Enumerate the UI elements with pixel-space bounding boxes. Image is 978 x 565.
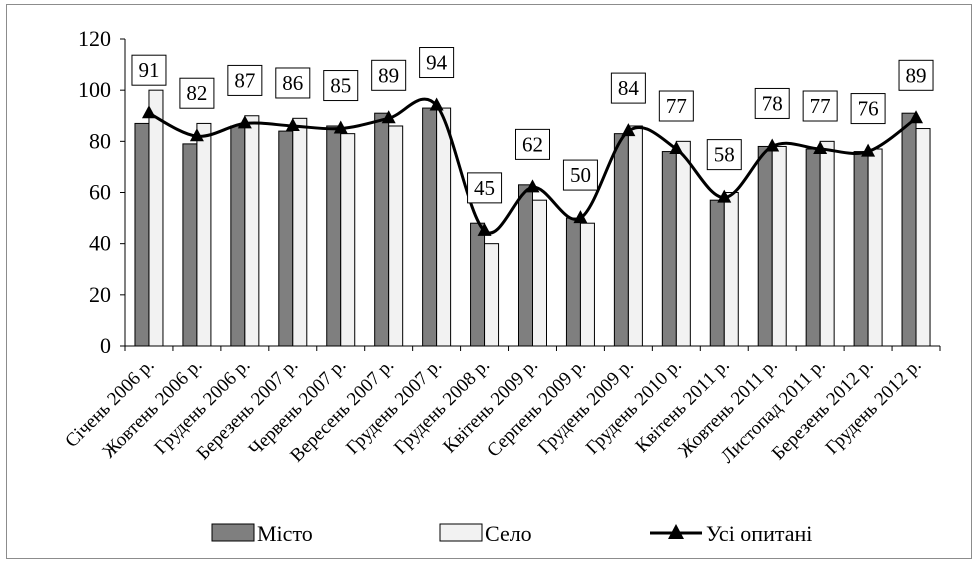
data-label-box bbox=[850, 93, 886, 125]
marker-usi-opytani bbox=[477, 222, 492, 236]
bar-misto bbox=[278, 130, 294, 347]
y-tick-label: 120 bbox=[78, 26, 111, 51]
bar-misto bbox=[470, 222, 486, 347]
data-label: 45 bbox=[474, 176, 495, 200]
legend-label-selo: Село bbox=[485, 521, 532, 546]
bar-misto bbox=[422, 107, 438, 347]
bar-selo bbox=[819, 140, 835, 347]
legend-swatch-usi-marker bbox=[668, 524, 684, 539]
data-label: 89 bbox=[906, 63, 927, 87]
bar-misto bbox=[518, 184, 533, 347]
marker-usi-opytani bbox=[381, 110, 396, 124]
bar-misto bbox=[853, 151, 869, 347]
data-label-box bbox=[275, 67, 311, 99]
data-label: 91 bbox=[138, 58, 159, 82]
bar-selo bbox=[340, 133, 356, 347]
data-label-box bbox=[467, 172, 503, 204]
data-label-box bbox=[371, 59, 407, 91]
marker-usi-opytani bbox=[141, 105, 156, 119]
y-tick-label: 60 bbox=[89, 180, 111, 205]
bar-selo bbox=[579, 222, 595, 347]
bar-selo bbox=[484, 243, 500, 347]
bar-selo bbox=[196, 122, 212, 347]
data-label-box bbox=[562, 159, 598, 191]
bar-selo bbox=[388, 125, 404, 347]
marker-usi-opytani bbox=[525, 179, 540, 193]
marker-usi-opytani bbox=[189, 128, 204, 142]
bar-selo bbox=[436, 107, 452, 347]
marker-usi-opytani bbox=[429, 97, 444, 111]
marker-usi-opytani bbox=[237, 115, 252, 129]
legend-swatch-misto bbox=[211, 523, 255, 542]
bar-selo bbox=[292, 117, 308, 347]
data-label: 86 bbox=[282, 71, 303, 95]
data-label-box bbox=[802, 90, 838, 122]
legend-swatch-selo bbox=[439, 523, 483, 542]
bar-misto bbox=[182, 143, 198, 347]
data-label-box bbox=[898, 59, 934, 91]
data-label: 62 bbox=[522, 132, 543, 156]
bar-selo bbox=[771, 145, 787, 347]
marker-usi-opytani bbox=[285, 117, 300, 131]
data-label-box bbox=[515, 128, 550, 160]
data-label: 82 bbox=[186, 81, 207, 105]
marker-usi-opytani bbox=[717, 189, 732, 203]
y-tick-label: 80 bbox=[89, 128, 111, 153]
legend-label-misto: Місто bbox=[257, 521, 313, 546]
marker-usi-opytani bbox=[573, 210, 588, 224]
y-tick-label: 40 bbox=[89, 231, 111, 256]
marker-usi-opytani bbox=[861, 143, 876, 157]
bar-misto bbox=[374, 112, 390, 347]
bar-misto bbox=[805, 148, 821, 347]
bar-misto bbox=[230, 125, 246, 347]
y-tick-label: 20 bbox=[89, 282, 111, 307]
legend-label-usi: Усі опитані bbox=[706, 521, 812, 546]
bar-misto bbox=[661, 151, 677, 347]
data-label: 76 bbox=[858, 97, 879, 121]
data-label: 58 bbox=[714, 143, 735, 167]
bar-selo bbox=[627, 125, 643, 347]
data-label: 78 bbox=[762, 91, 783, 115]
data-label: 50 bbox=[570, 163, 591, 187]
data-label: 77 bbox=[666, 94, 687, 118]
data-label: 85 bbox=[330, 74, 351, 98]
y-tick-label: 100 bbox=[78, 77, 111, 102]
data-label-box bbox=[610, 72, 646, 104]
data-label-box bbox=[323, 70, 359, 102]
data-label-box bbox=[658, 90, 694, 122]
bar-misto bbox=[709, 199, 725, 347]
data-label-box bbox=[227, 64, 263, 96]
marker-usi-opytani bbox=[765, 138, 780, 152]
bar-misto bbox=[901, 112, 917, 347]
data-label: 89 bbox=[378, 63, 399, 87]
bar-misto bbox=[326, 125, 342, 347]
bar-selo bbox=[532, 199, 547, 347]
bar-selo bbox=[723, 192, 739, 347]
marker-usi-opytani bbox=[813, 141, 828, 155]
marker-usi-opytani bbox=[333, 120, 348, 134]
bar-selo bbox=[867, 148, 883, 347]
data-label: 84 bbox=[618, 76, 640, 100]
bar-misto bbox=[757, 145, 773, 347]
marker-usi-opytani bbox=[621, 123, 636, 137]
marker-usi-opytani bbox=[909, 110, 924, 124]
bar-selo bbox=[915, 128, 931, 347]
data-label: 77 bbox=[810, 94, 831, 118]
data-label: 87 bbox=[234, 68, 255, 92]
bar-selo bbox=[244, 115, 260, 347]
bar-selo bbox=[675, 140, 691, 347]
bar-misto bbox=[565, 217, 581, 347]
data-label-box bbox=[419, 47, 455, 79]
y-tick-label: 0 bbox=[100, 333, 111, 358]
bar-misto bbox=[613, 133, 629, 347]
data-label-box bbox=[179, 77, 215, 109]
marker-usi-opytani bbox=[669, 141, 684, 155]
data-label-box bbox=[706, 139, 742, 171]
bar-misto bbox=[134, 122, 150, 347]
bar-selo bbox=[148, 89, 164, 347]
data-label-box bbox=[754, 87, 790, 119]
data-label-box bbox=[131, 54, 167, 86]
data-label: 94 bbox=[426, 51, 448, 75]
